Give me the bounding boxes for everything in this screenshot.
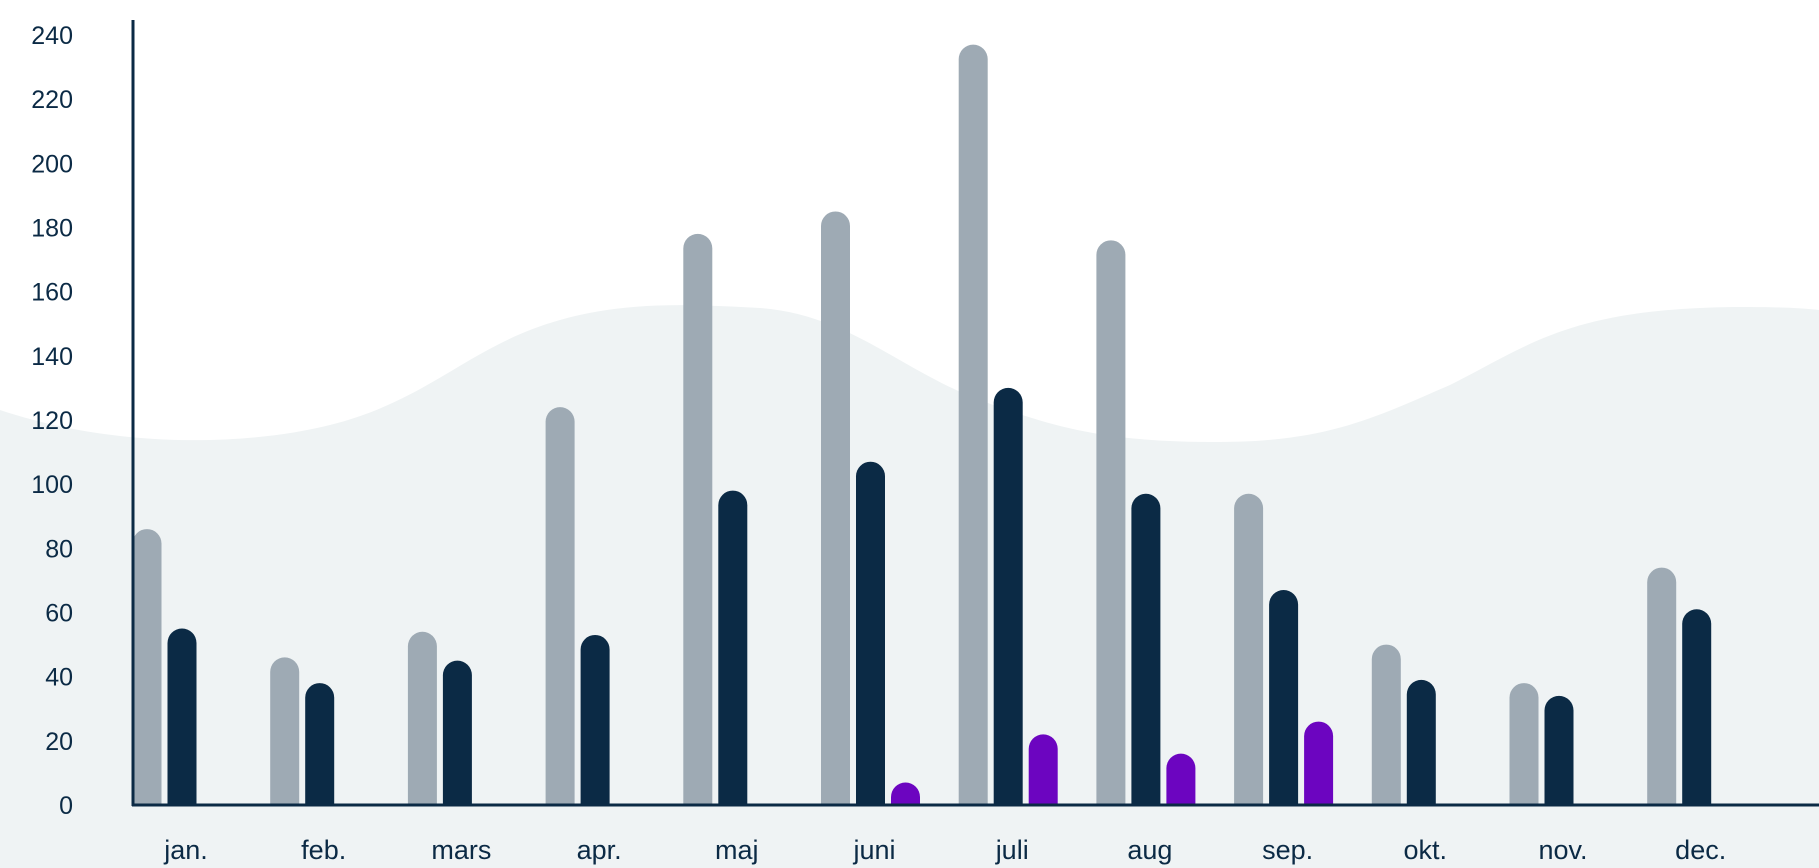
y-tick-label-10: 180: [31, 215, 73, 243]
y-tick-label-3: 40: [45, 664, 73, 692]
bar-series-1-12: [1647, 567, 1677, 805]
x-tick-label-11: nov.: [1538, 835, 1587, 865]
y-tick-label-4: 60: [45, 600, 73, 628]
y-tick-label-1: 0: [59, 792, 73, 820]
y-tick-label-5: 80: [45, 535, 73, 563]
bar-series-2-6: [856, 461, 885, 805]
bar-series-1-1: [132, 529, 162, 805]
y-tick-label-11: 200: [31, 150, 73, 178]
bar-series-1-3: [407, 631, 437, 805]
x-tick-labels: jan. feb. mars apr. maj juni juli aug sep. okt. no…: [163, 835, 1726, 865]
bar-series-3-6: [891, 782, 920, 805]
x-tick-label-5: maj: [715, 835, 759, 865]
x-tick-label-8: aug: [1127, 835, 1172, 865]
bar-series-3-8: [1166, 753, 1196, 805]
x-tick-label-7: juli: [995, 835, 1029, 865]
bar-series-1-8: [1096, 240, 1126, 806]
bar-series-1-4: [545, 407, 575, 805]
bar-series-2-8: [1131, 493, 1161, 805]
y-tick-label-13: 240: [31, 22, 73, 50]
y-tick-label-7: 120: [31, 407, 73, 435]
bar-series-2-12: [1682, 609, 1712, 805]
y-tick-label-8: 140: [31, 343, 73, 371]
x-tick-label-3: mars: [431, 835, 491, 865]
bar-series-2-3: [442, 660, 472, 805]
x-tick-label-12: dec.: [1675, 835, 1726, 865]
x-tick-label-10: okt.: [1404, 835, 1448, 865]
bar-series-2-4: [580, 634, 610, 805]
bar-series-1-11: [1509, 683, 1539, 805]
bar-series-1-10: [1371, 644, 1401, 805]
y-tick-label-6: 100: [31, 471, 73, 499]
x-tick-label-2: feb.: [301, 835, 346, 865]
bar-series-2-9: [1269, 590, 1299, 805]
bar-series-1-9: [1234, 493, 1264, 805]
x-tick-label-1: jan.: [163, 835, 208, 865]
x-tick-label-6: juni: [852, 835, 895, 865]
y-tick-labels: 0 20 40 60 80 100 120 140 160 180 200 220 240: [31, 22, 73, 820]
y-tick-label-12: 220: [31, 86, 73, 114]
x-tick-label-9: sep.: [1262, 835, 1313, 865]
bar-series-2-5: [718, 490, 748, 805]
x-tick-label-4: apr.: [577, 835, 622, 865]
bar-series-2-1: [167, 628, 197, 805]
bar-series-3-7: [1028, 734, 1058, 805]
bar-series-2-2: [305, 683, 335, 805]
bar-series-2-10: [1406, 679, 1436, 805]
bar-series-3-9: [1304, 721, 1334, 805]
y-tick-label-9: 160: [31, 279, 73, 307]
bar-series-1-7: [958, 44, 988, 805]
bar-series-1-2: [270, 657, 300, 805]
bar-series-2-11: [1544, 695, 1574, 805]
y-tick-label-2: 20: [45, 728, 73, 756]
bar-series-1-6: [821, 211, 850, 806]
bar-series-1-5: [683, 233, 713, 805]
bars-group: [132, 44, 1712, 806]
bar-series-2-7: [993, 387, 1023, 805]
